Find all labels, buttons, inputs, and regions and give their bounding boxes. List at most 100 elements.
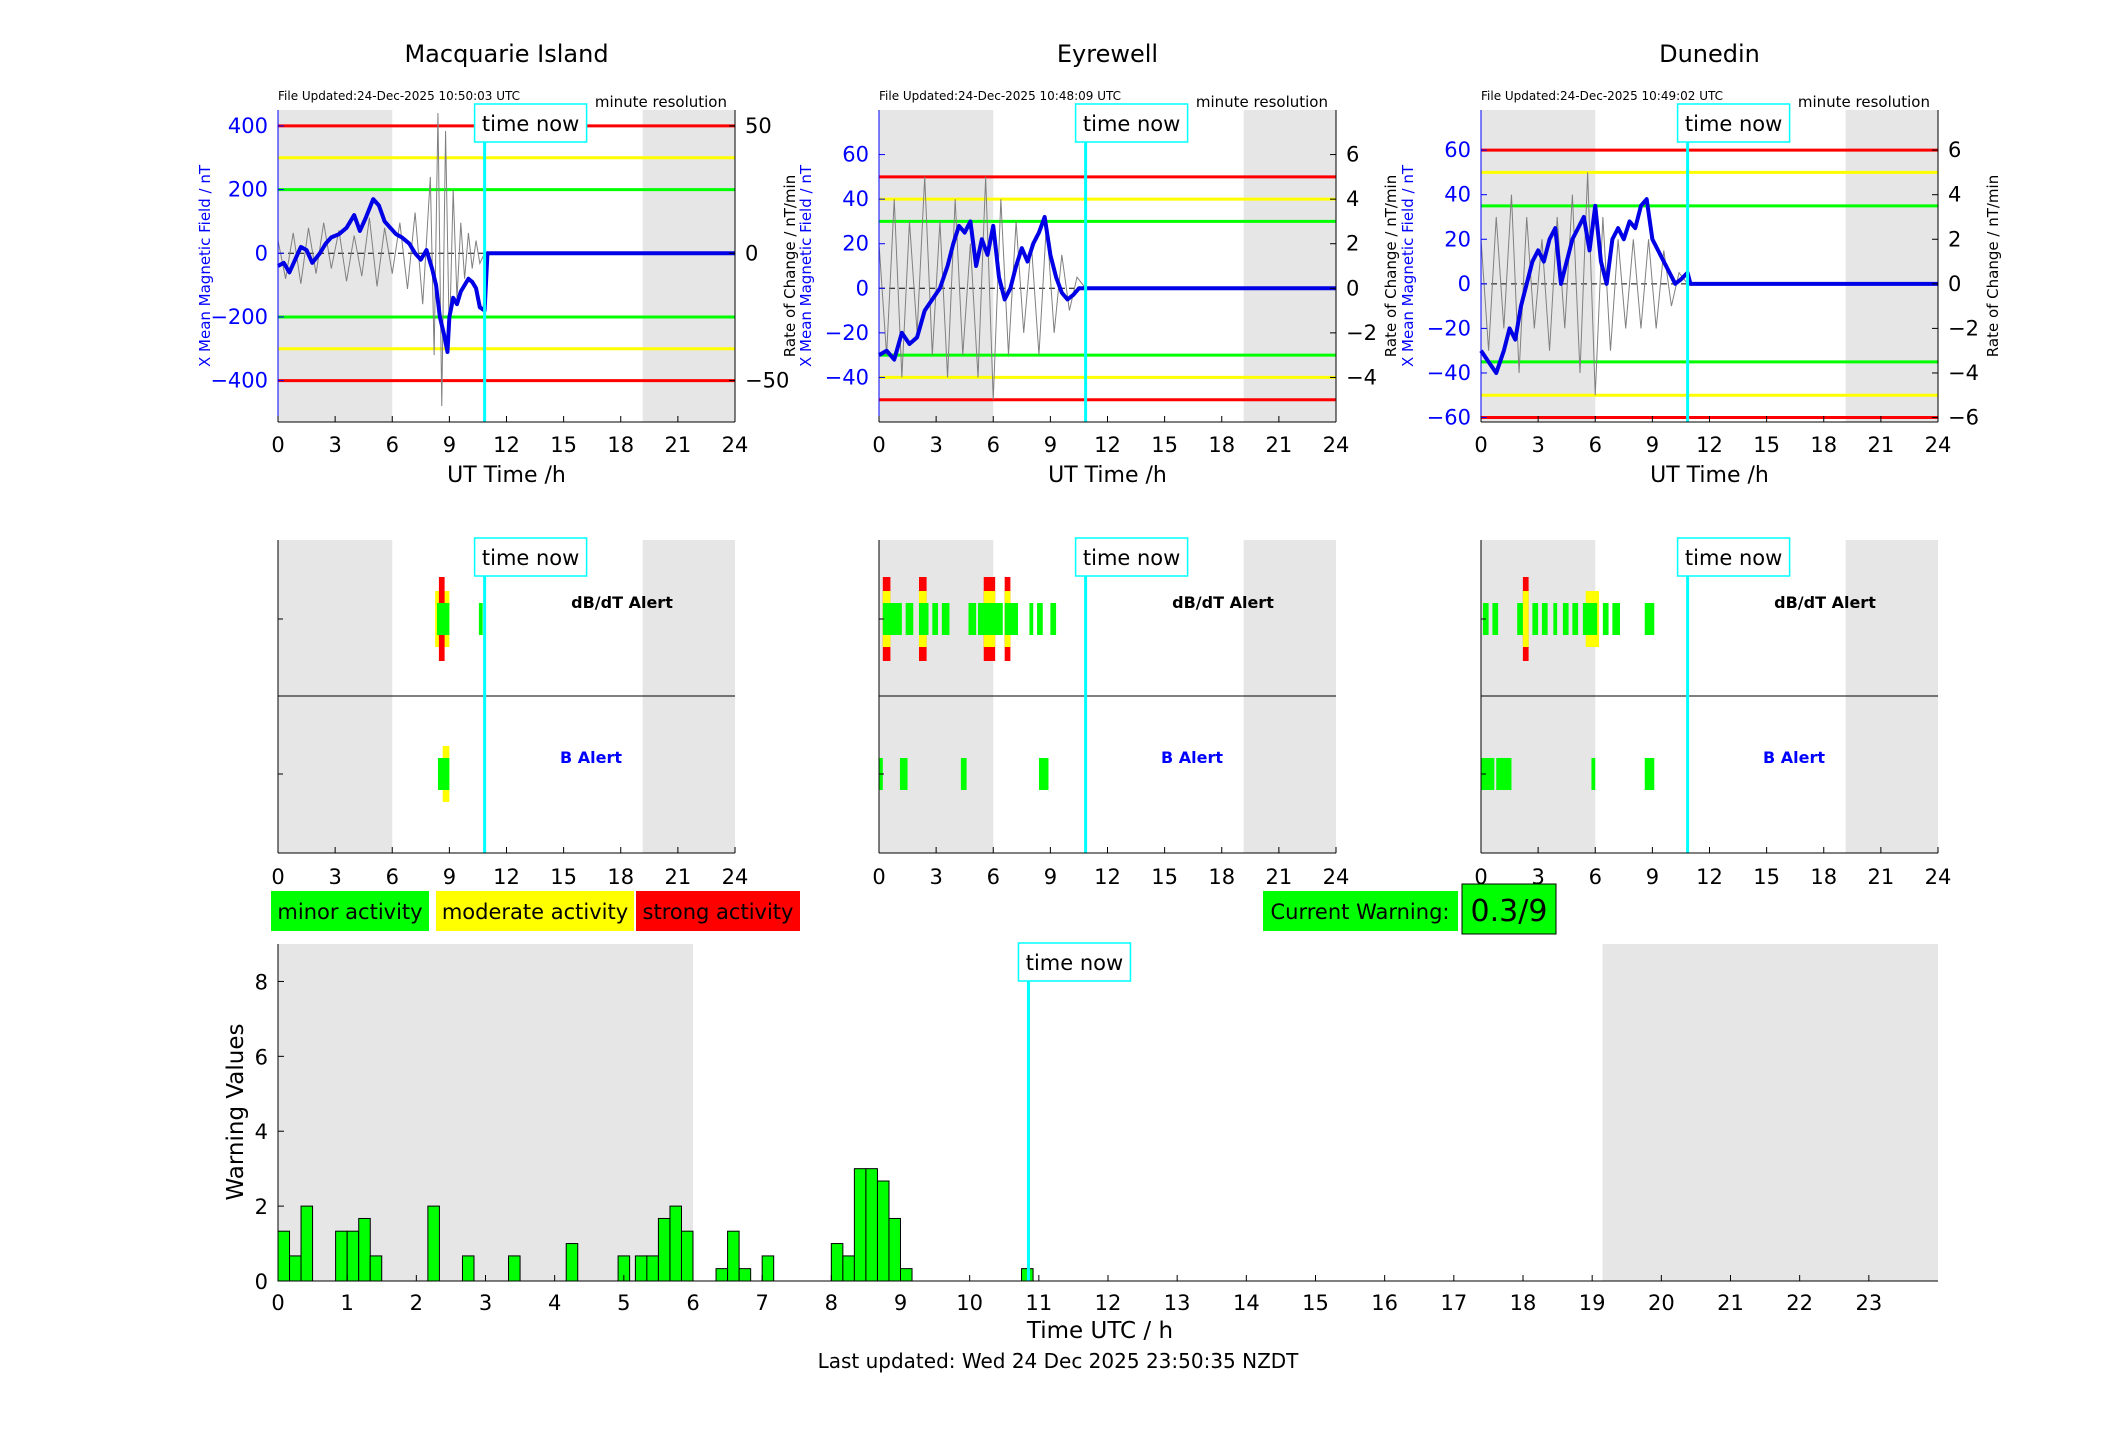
x-tick-label: 6 bbox=[1589, 865, 1602, 889]
dbdt-alert-segment bbox=[1517, 603, 1523, 635]
night-band-0 bbox=[1481, 110, 1596, 422]
panel-title: Macquarie Island bbox=[404, 40, 608, 68]
x-tick-label: 0 bbox=[271, 865, 284, 889]
x-tick-label: 15 bbox=[1302, 1291, 1329, 1315]
x-tick-label: 18 bbox=[607, 433, 634, 457]
x-tick-label: 0 bbox=[271, 433, 284, 457]
time-now-marker-label: time now bbox=[1083, 546, 1180, 570]
y-left-tick-label: −200 bbox=[210, 305, 268, 329]
y-left-axis-label: X Mean Magnetic Field / nT bbox=[797, 164, 815, 367]
x-tick-label: 15 bbox=[1151, 865, 1178, 889]
x-tick-label: 12 bbox=[493, 433, 520, 457]
x-tick-label: 20 bbox=[1648, 1291, 1675, 1315]
y-right-tick-label: 6 bbox=[1948, 138, 1961, 162]
dbdt-alert-segment bbox=[1612, 603, 1621, 635]
b-alert-segment bbox=[1038, 758, 1049, 790]
b-alert-segment bbox=[899, 758, 908, 790]
x-tick-label: 23 bbox=[1855, 1291, 1882, 1315]
dbdt-alert-segment bbox=[1532, 603, 1539, 635]
x-axis-label: Time UTC / h bbox=[1026, 1318, 1173, 1344]
x-tick-label: 12 bbox=[493, 865, 520, 889]
dbdt-alert-segment bbox=[978, 603, 1003, 635]
b-alert-segment bbox=[437, 758, 450, 790]
x-tick-label: 6 bbox=[1589, 433, 1602, 457]
night-band-1 bbox=[1602, 944, 1938, 1281]
x-tick-label: 15 bbox=[550, 433, 577, 457]
time-now-marker-label: time now bbox=[1685, 112, 1782, 136]
x-tick-label: 12 bbox=[1095, 1291, 1122, 1315]
warning-bar bbox=[634, 1255, 648, 1282]
x-tick-label: 0 bbox=[271, 1291, 284, 1315]
current-warning-value-box bbox=[1461, 883, 1557, 935]
warning-bar bbox=[738, 1268, 752, 1282]
x-tick-label: 9 bbox=[1044, 433, 1057, 457]
x-tick-label: 24 bbox=[722, 433, 749, 457]
y-right-tick-label: 50 bbox=[745, 114, 772, 138]
current-warning-box bbox=[1263, 891, 1458, 931]
x-tick-label: 14 bbox=[1233, 1291, 1260, 1315]
current-warning-value: 0.3/9 bbox=[1471, 894, 1548, 929]
time-now-marker-box bbox=[1074, 537, 1189, 577]
warning-bar bbox=[461, 1255, 475, 1282]
y-right-tick-label: 2 bbox=[1346, 232, 1359, 256]
y-left-tick-label: −20 bbox=[825, 321, 869, 345]
x-axis-label: UT Time /h bbox=[447, 463, 566, 488]
x-tick-label: 6 bbox=[386, 433, 399, 457]
y-left-axis-label: X Mean Magnetic Field / nT bbox=[1399, 164, 1417, 367]
warning-bar bbox=[427, 1205, 440, 1282]
warning-bar bbox=[657, 1217, 671, 1282]
x-tick-label: 9 bbox=[443, 865, 456, 889]
x-tick-label: 3 bbox=[479, 1291, 492, 1315]
warning-bar bbox=[369, 1255, 383, 1282]
y-tick-label: 6 bbox=[255, 1045, 268, 1069]
x-tick-label: 21 bbox=[665, 865, 692, 889]
dbdt-alert-segment bbox=[1582, 603, 1598, 635]
y-left-tick-label: 60 bbox=[842, 143, 869, 167]
last-updated-text: Last updated: Wed 24 Dec 2025 23:50:35 N… bbox=[818, 1349, 1300, 1373]
warning-bar bbox=[277, 1230, 291, 1282]
x-tick-label: 21 bbox=[1868, 865, 1895, 889]
alert-panel-macquarie-island-alerts: time now 0 3 6 9 12 15 18 21 24 dB/dT Alert B Alert bbox=[271, 537, 748, 889]
x-tick-label: 19 bbox=[1579, 1291, 1606, 1315]
dbdt-alert-segment bbox=[478, 603, 483, 635]
legend-minor-swatch bbox=[271, 891, 429, 931]
y-left-tick-label: −40 bbox=[825, 365, 869, 389]
y-right-tick-label: −2 bbox=[1948, 316, 1979, 340]
y-right-tick-label: −4 bbox=[1346, 365, 1377, 389]
dbdt-alert-segment bbox=[1492, 603, 1499, 635]
dbdt-alert-segment bbox=[1541, 603, 1548, 635]
y-right-tick-label: 4 bbox=[1948, 183, 1961, 207]
y-right-tick-label: 0 bbox=[745, 241, 758, 265]
x-tick-label: 15 bbox=[1753, 865, 1780, 889]
x-tick-label: 6 bbox=[987, 433, 1000, 457]
resolution-label: minute resolution bbox=[1798, 93, 1930, 111]
y-right-axis-label: Rate of Change / nT/min bbox=[1382, 175, 1400, 357]
x-axis-label: UT Time /h bbox=[1650, 463, 1769, 488]
x-tick-label: 16 bbox=[1371, 1291, 1398, 1315]
dbdt-alert-segment bbox=[1572, 603, 1579, 635]
warning-bar bbox=[358, 1217, 371, 1282]
x-tick-label: 6 bbox=[386, 865, 399, 889]
warning-bar bbox=[876, 1180, 890, 1282]
y-left-tick-label: 40 bbox=[1444, 183, 1471, 207]
warning-bar bbox=[888, 1217, 901, 1282]
y-left-tick-label: 0 bbox=[255, 241, 268, 265]
x-tick-label: 21 bbox=[1266, 865, 1293, 889]
warning-bar bbox=[830, 1243, 844, 1282]
x-tick-label: 12 bbox=[1696, 433, 1723, 457]
x-axis-label: UT Time /h bbox=[1048, 463, 1167, 488]
x-tick-label: 3 bbox=[929, 865, 942, 889]
y-right-tick-label: 4 bbox=[1346, 187, 1359, 211]
y-right-tick-label: 6 bbox=[1346, 143, 1359, 167]
alert-panels: time now 0 3 6 9 12 15 18 21 24 dB/dT Alert B Alert… bbox=[271, 537, 1951, 889]
x-tick-label: 3 bbox=[929, 433, 942, 457]
time-now-marker-label: time now bbox=[482, 546, 579, 570]
x-tick-label: 0 bbox=[1474, 433, 1487, 457]
dbdt-alert-segment bbox=[882, 603, 902, 635]
dbdt-alert-segment bbox=[1004, 603, 1019, 635]
mean-field-line bbox=[877, 214, 1336, 362]
panel-macquarie-island: time now 0 3 6 9 12 15 18 21 24 −400 −200 0 200 400 −50… bbox=[196, 40, 799, 488]
